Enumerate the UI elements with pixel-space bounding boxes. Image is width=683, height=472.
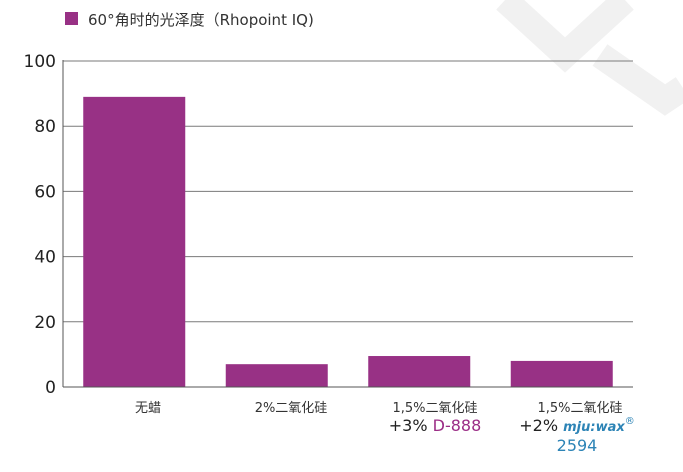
category-label-4: 1,5%二氧化硅 [537,401,622,416]
category-4-prefix: +2% [519,416,558,435]
category-label-3-extra: +3% D-888 [389,416,482,435]
y-tick-label-100: 100 [24,52,56,72]
y-axis-ticks: 0 20 40 60 80 100 [24,52,56,398]
registered-mark: ® [625,416,635,427]
x-axis-labels: 无蜡 2%二氧化硅 1,5%二氧化硅 +3% D-888 1,5%二氧化硅 +2… [135,401,635,455]
category-label-2: 2%二氧化硅 [255,401,328,416]
legend: 60°角时的光泽度（Rhopoint IQ) [65,11,314,29]
category-label-3: 1,5%二氧化硅 [392,401,477,416]
category-label-1: 无蜡 [135,401,161,416]
watermark-chevron [496,0,683,116]
mjuwax-logo: mju:wax [563,420,625,435]
bar-4 [510,360,613,387]
bar-3 [368,356,471,387]
category-3-prefix: +3% [389,416,428,435]
y-tick-label-0: 0 [45,378,56,398]
bars [83,96,613,388]
bar-2 [225,364,328,387]
y-tick-label-60: 60 [34,182,56,202]
y-tick-label-20: 20 [34,313,56,333]
legend-swatch [65,12,78,25]
y-tick-label-40: 40 [34,248,56,268]
d888-brand: D-888 [433,416,482,435]
category-label-4-suffix: 2594 [557,436,598,455]
legend-label: 60°角时的光泽度（Rhopoint IQ) [88,11,314,29]
bar-1 [83,96,186,388]
y-tick-label-80: 80 [34,117,56,137]
category-label-4-extra: +2% mju:wax® [519,416,635,435]
